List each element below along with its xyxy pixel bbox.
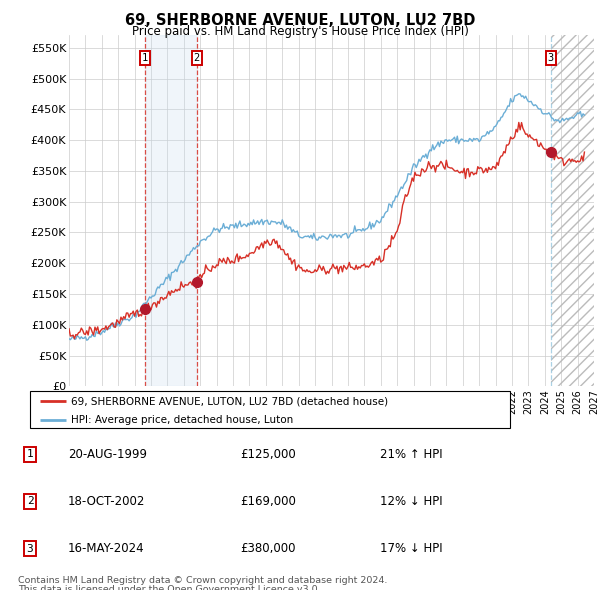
Text: HPI: Average price, detached house, Luton: HPI: Average price, detached house, Luto… <box>71 415 293 425</box>
Text: 21% ↑ HPI: 21% ↑ HPI <box>380 448 443 461</box>
Text: 17% ↓ HPI: 17% ↓ HPI <box>380 542 443 555</box>
Text: 16-MAY-2024: 16-MAY-2024 <box>68 542 145 555</box>
Bar <box>145 35 197 386</box>
Text: 12% ↓ HPI: 12% ↓ HPI <box>380 495 443 508</box>
Text: 3: 3 <box>548 53 554 63</box>
Text: 2: 2 <box>194 53 200 63</box>
Text: Contains HM Land Registry data © Crown copyright and database right 2024.: Contains HM Land Registry data © Crown c… <box>18 576 388 585</box>
Text: £169,000: £169,000 <box>240 495 296 508</box>
Text: 1: 1 <box>142 53 148 63</box>
Text: £380,000: £380,000 <box>240 542 296 555</box>
Text: 69, SHERBORNE AVENUE, LUTON, LU2 7BD: 69, SHERBORNE AVENUE, LUTON, LU2 7BD <box>125 13 475 28</box>
Text: 69, SHERBORNE AVENUE, LUTON, LU2 7BD (detached house): 69, SHERBORNE AVENUE, LUTON, LU2 7BD (de… <box>71 396 388 407</box>
FancyBboxPatch shape <box>30 391 510 428</box>
Text: 18-OCT-2002: 18-OCT-2002 <box>68 495 145 508</box>
Text: Price paid vs. HM Land Registry's House Price Index (HPI): Price paid vs. HM Land Registry's House … <box>131 25 469 38</box>
Bar <box>551 35 594 386</box>
Text: 2: 2 <box>26 497 34 506</box>
Text: 3: 3 <box>26 544 34 553</box>
Text: 20-AUG-1999: 20-AUG-1999 <box>68 448 147 461</box>
Text: This data is licensed under the Open Government Licence v3.0.: This data is licensed under the Open Gov… <box>18 585 320 590</box>
Text: 1: 1 <box>26 450 34 459</box>
Text: £125,000: £125,000 <box>240 448 296 461</box>
